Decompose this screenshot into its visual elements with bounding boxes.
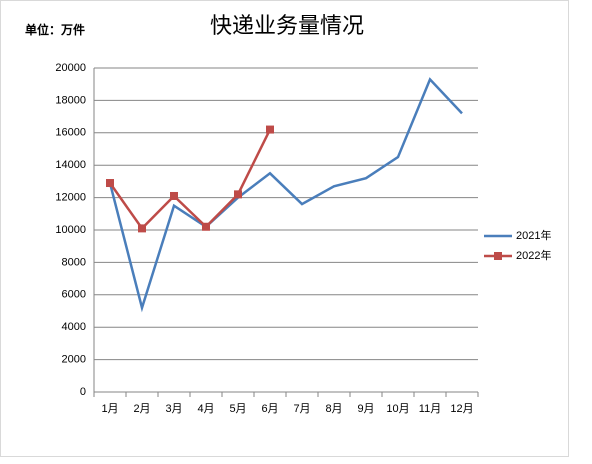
y-tick-label: 4000 xyxy=(62,321,86,333)
y-tick-label: 14000 xyxy=(55,159,86,171)
y-tick-label: 6000 xyxy=(62,289,86,301)
x-tick-label: 2月 xyxy=(133,403,150,415)
point-marker xyxy=(234,190,242,199)
legend-label: 2021年 xyxy=(516,228,551,242)
y-tick-label: 2000 xyxy=(62,354,86,366)
point-marker xyxy=(106,179,114,188)
chart-title: 快递业务量情况 xyxy=(210,13,364,38)
line-series xyxy=(108,77,463,313)
point-marker xyxy=(202,222,210,231)
point-marker xyxy=(266,125,274,134)
y-tick-label: 18000 xyxy=(55,94,86,106)
y-tick-label: 16000 xyxy=(55,127,86,139)
y-tick-label: 0 xyxy=(80,386,86,398)
y-tick-label: 8000 xyxy=(62,256,86,268)
point-marker xyxy=(170,191,178,200)
x-tick-label: 11月 xyxy=(419,403,441,415)
line-series xyxy=(108,129,272,231)
point-marker xyxy=(138,224,146,233)
chart-frame xyxy=(0,0,569,457)
y-tick-label: 12000 xyxy=(55,192,86,204)
x-tick-label: 9月 xyxy=(357,403,374,415)
y-tick-label: 10000 xyxy=(55,224,86,236)
x-tick-label: 1月 xyxy=(101,403,118,415)
x-tick-label: 6月 xyxy=(261,403,278,415)
x-tick-label: 10月 xyxy=(386,403,409,415)
x-tick-label: 4月 xyxy=(197,403,214,415)
x-tick-label: 7月 xyxy=(293,403,310,415)
unit-label: 单位：万件 xyxy=(25,22,85,37)
legend-marker xyxy=(494,252,502,260)
x-tick-label: 8月 xyxy=(325,403,342,415)
x-tick-label: 12月 xyxy=(450,403,473,415)
legend-label: 2022年 xyxy=(516,248,551,262)
x-tick-label: 3月 xyxy=(165,403,182,415)
y-tick-label: 20000 xyxy=(55,62,86,74)
x-tick-label: 5月 xyxy=(229,403,246,415)
